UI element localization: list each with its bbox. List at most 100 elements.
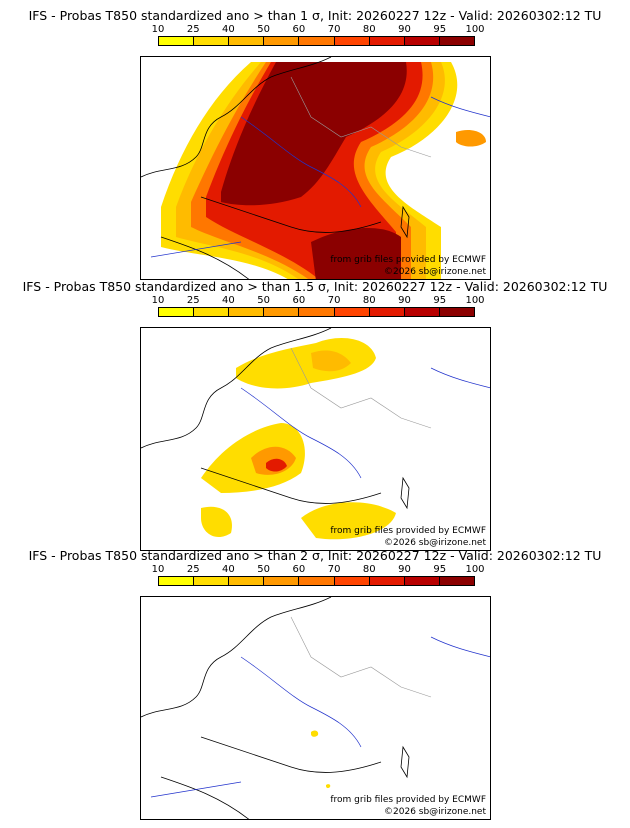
- prob-area-small: [311, 730, 319, 737]
- map-panel-3: IFS - Probas T850 standardized ano > tha…: [0, 548, 630, 820]
- scale-color-cell: [159, 577, 195, 585]
- river: [430, 636, 490, 658]
- scale-color-cell: [229, 308, 265, 316]
- coastline: [141, 57, 332, 178]
- copyright-credit: ©2026 sb@irizone.net: [384, 267, 486, 277]
- scale-label: 80: [362, 295, 376, 306]
- probability-map: from grib files provided by ECMWF ©2026 …: [140, 596, 491, 820]
- scale-label: 70: [327, 24, 341, 35]
- island-outline: [400, 205, 410, 239]
- scale-label: 90: [398, 295, 411, 306]
- scale-label: 25: [186, 24, 200, 35]
- coastline-south: [200, 196, 382, 233]
- coastline-iberia: [160, 236, 250, 279]
- coastline-south: [200, 736, 382, 773]
- scale-label: 95: [433, 295, 447, 306]
- prob-area-iberia: [201, 506, 232, 538]
- prob-area-north: [236, 338, 376, 389]
- prob-area-north-core: [311, 350, 351, 372]
- scale-color-cell: [194, 37, 230, 45]
- scale-label: 100: [465, 24, 485, 35]
- river: [430, 367, 490, 389]
- color-scale-labels: 10 25 40 50 60 70 80 90 95 100: [152, 24, 485, 36]
- color-scale-labels: 10 25 40 50 60 70 80 90 95 100: [152, 295, 485, 307]
- scale-color-cell: [369, 37, 405, 45]
- river: [240, 387, 362, 479]
- scale-color-cell: [264, 37, 300, 45]
- island-outline: [400, 476, 410, 510]
- scale-color-cell: [299, 308, 335, 316]
- scale-color-cell: [334, 308, 370, 316]
- river: [150, 781, 242, 798]
- panel-title: IFS - Probas T850 standardized ano > tha…: [28, 8, 602, 23]
- copyright-credit: ©2026 sb@irizone.net: [384, 538, 486, 548]
- island-outline: [400, 745, 410, 779]
- scale-label: 50: [257, 24, 271, 35]
- scale-label: 25: [186, 564, 200, 575]
- color-scale-labels: 10 25 40 50 60 70 80 90 95 100: [152, 564, 485, 576]
- river: [150, 241, 242, 258]
- map-graphic: [141, 328, 490, 540]
- river: [430, 96, 490, 118]
- scale-color-cell: [404, 577, 440, 585]
- scale-label: 60: [292, 24, 306, 35]
- scale-color-cell: [369, 577, 405, 585]
- prob-area-95-south: [311, 227, 401, 279]
- scale-color-cell: [369, 308, 405, 316]
- scale-color-cell: [264, 577, 300, 585]
- scale-color-cell: [159, 37, 195, 45]
- scale-label: 100: [465, 295, 485, 306]
- scale-color-cell: [404, 37, 440, 45]
- scale-label: 60: [292, 295, 306, 306]
- map-graphic: [141, 597, 490, 819]
- scale-color-cell: [439, 37, 474, 45]
- source-credit: from grib files provided by ECMWF: [330, 526, 486, 536]
- scale-label: 70: [327, 295, 341, 306]
- scale-label: 10: [151, 295, 165, 306]
- scale-color-cell: [299, 577, 335, 585]
- scale-color-cell: [439, 308, 474, 316]
- probability-map: from grib files provided by ECMWF ©2026 …: [140, 56, 491, 280]
- prob-area-small: [326, 784, 331, 789]
- border-line: [290, 76, 432, 158]
- scale-color-cell: [404, 308, 440, 316]
- scale-label: 80: [362, 24, 376, 35]
- scale-color-cell: [299, 37, 335, 45]
- prob-area-95: [221, 62, 407, 206]
- prob-area-east: [456, 130, 486, 147]
- prob-area-mediterranean: [301, 502, 396, 540]
- scale-label: 40: [222, 24, 235, 35]
- river: [240, 116, 362, 208]
- scale-label: 60: [292, 564, 306, 575]
- scale-color-cell: [194, 308, 230, 316]
- scale-color-cell: [264, 308, 300, 316]
- source-credit: from grib files provided by ECMWF: [330, 255, 486, 265]
- scale-label: 90: [398, 564, 411, 575]
- source-credit: from grib files provided by ECMWF: [330, 795, 486, 805]
- scale-label: 10: [151, 564, 165, 575]
- color-scale-bar: [158, 36, 475, 46]
- map-graphic: [141, 57, 490, 279]
- coastline-iberia: [160, 776, 250, 819]
- border-line: [290, 616, 432, 698]
- scale-color-cell: [334, 37, 370, 45]
- color-scale-bar: [158, 576, 475, 586]
- scale-label: 40: [222, 564, 235, 575]
- scale-label: 90: [398, 24, 411, 35]
- panel-title: IFS - Probas T850 standardized ano > tha…: [22, 279, 608, 294]
- scale-label: 50: [257, 564, 271, 575]
- scale-label: 80: [362, 564, 376, 575]
- coastline-south: [200, 467, 382, 504]
- scale-label: 40: [222, 295, 235, 306]
- map-panel-1: IFS - Probas T850 standardized ano > tha…: [0, 8, 630, 280]
- color-scale-bar: [158, 307, 475, 317]
- scale-label: 95: [433, 564, 447, 575]
- coastline: [141, 597, 332, 718]
- copyright-credit: ©2026 sb@irizone.net: [384, 807, 486, 817]
- panel-title: IFS - Probas T850 standardized ano > tha…: [28, 548, 602, 563]
- border-line: [290, 347, 432, 429]
- probability-map: from grib files provided by ECMWF ©2026 …: [140, 327, 491, 551]
- scale-color-cell: [229, 37, 265, 45]
- scale-label: 95: [433, 24, 447, 35]
- scale-label: 70: [327, 564, 341, 575]
